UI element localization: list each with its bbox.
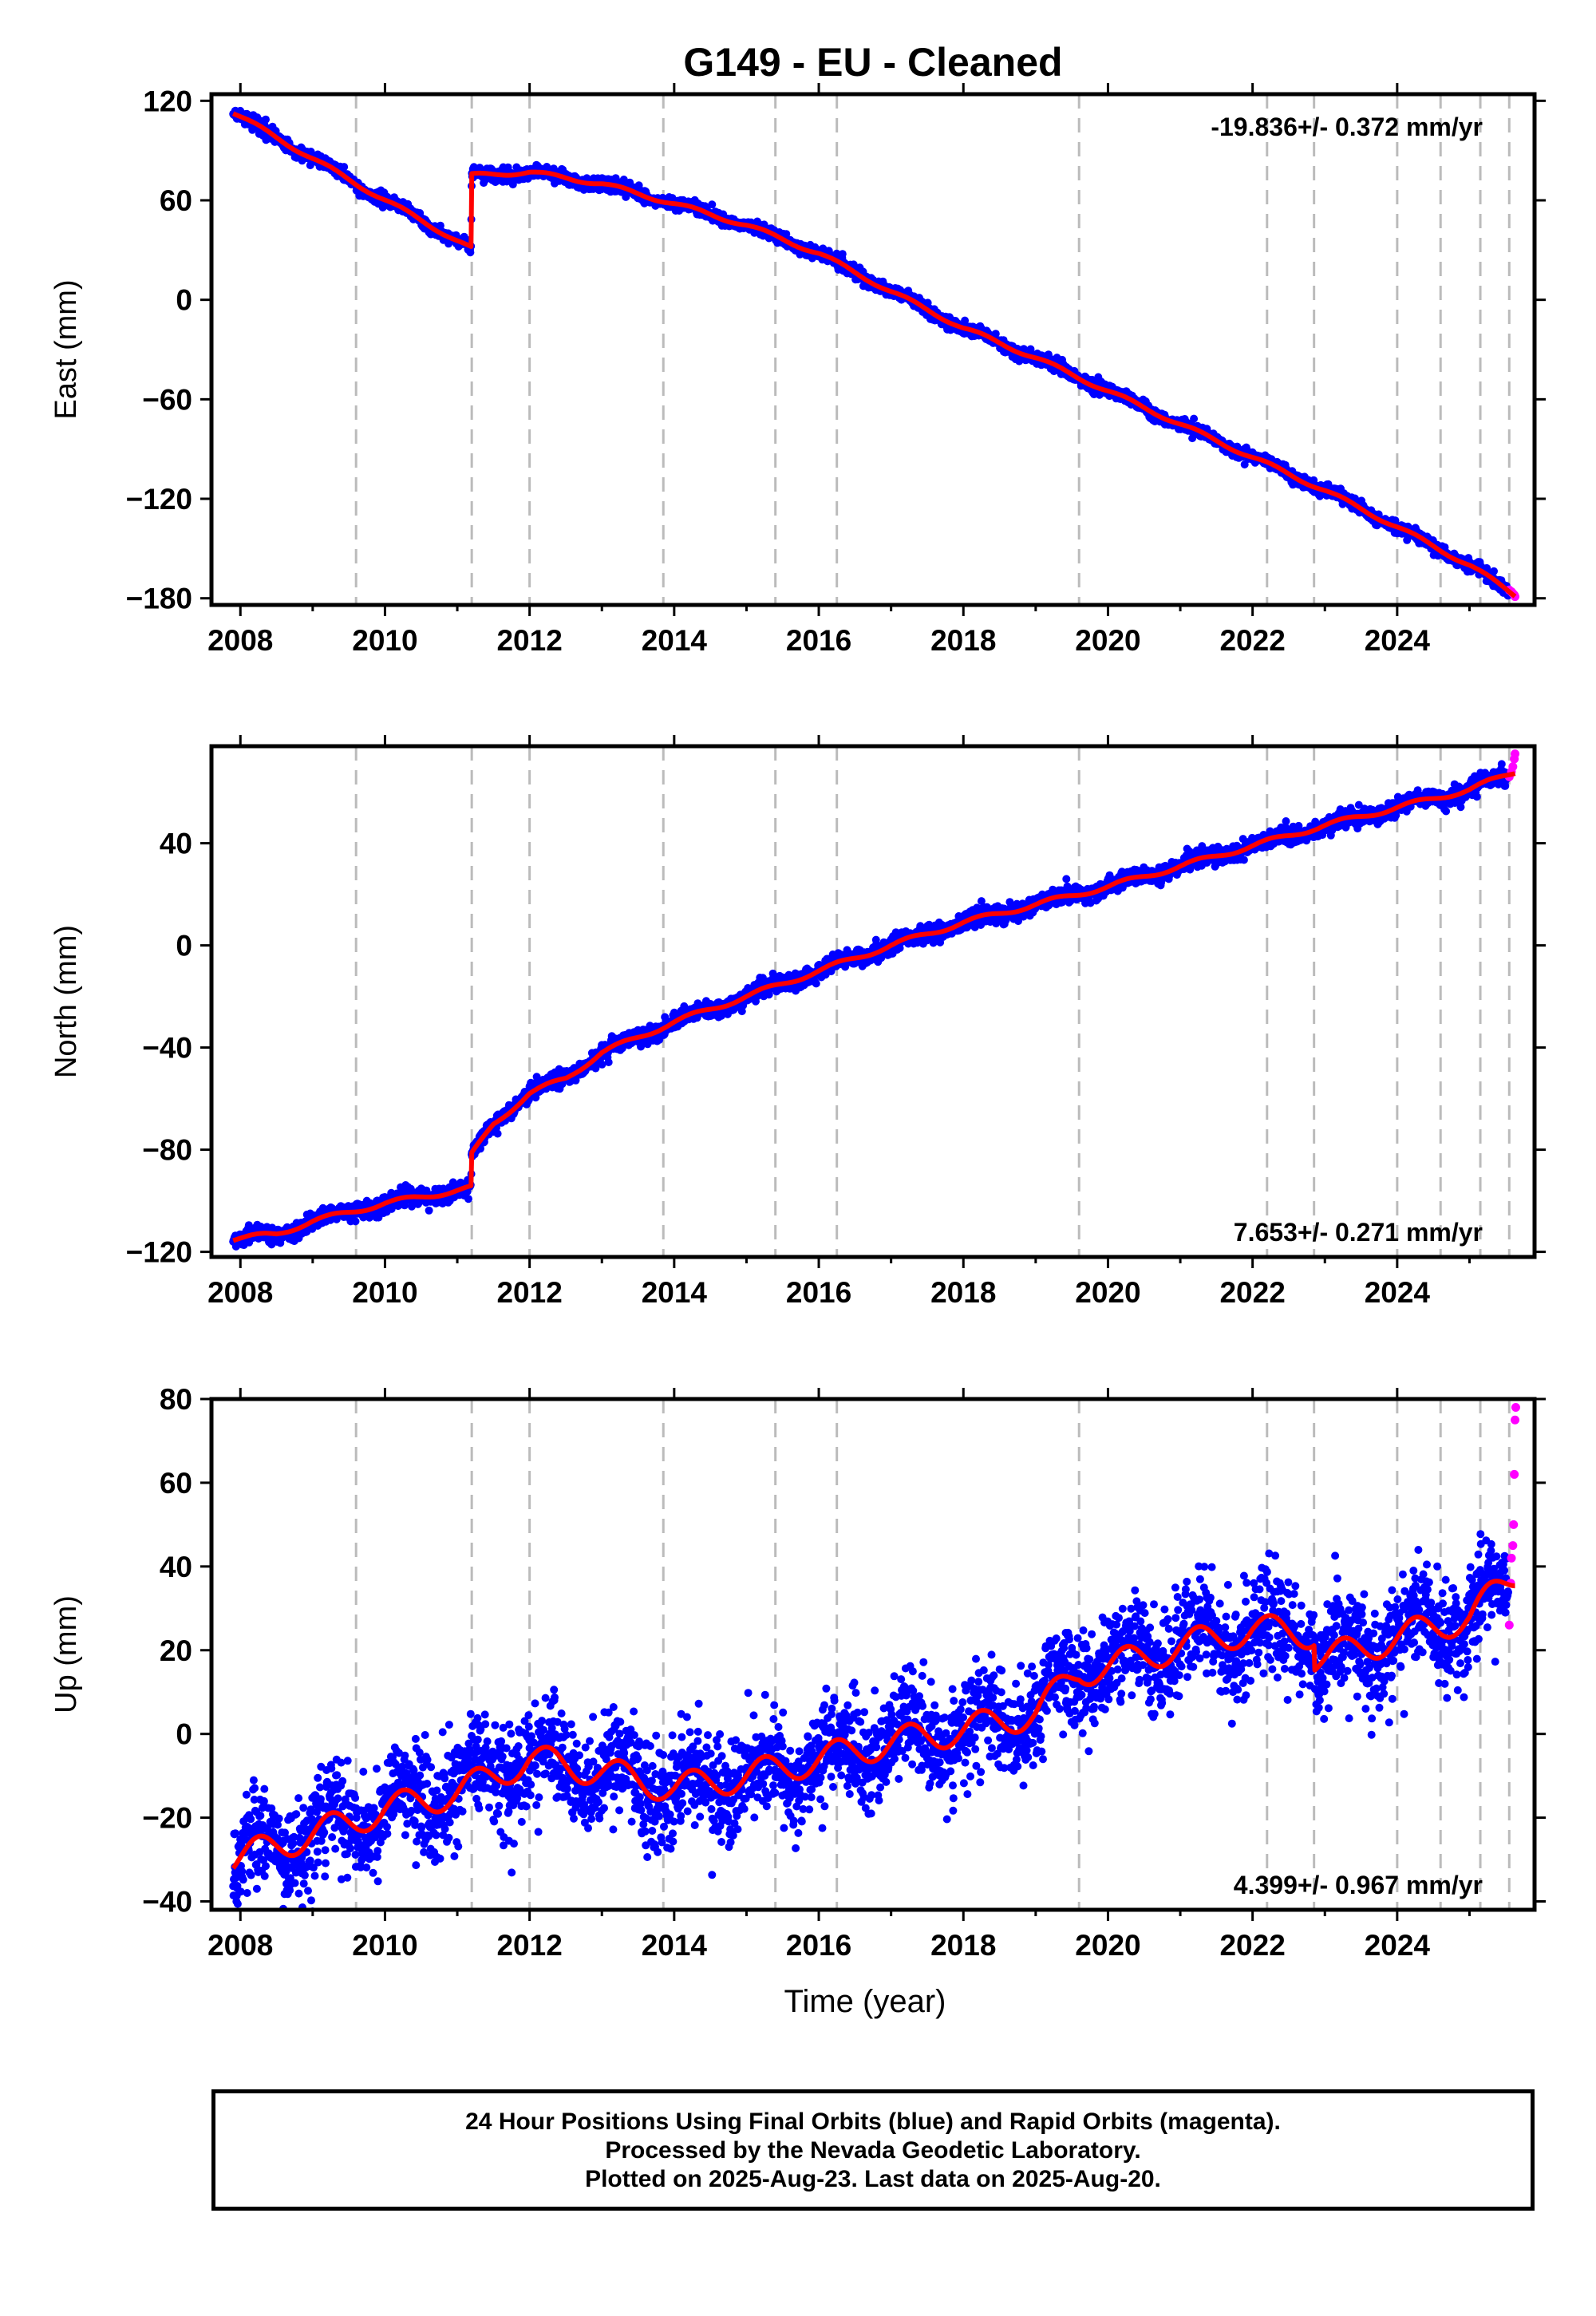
x-tick-label: 2020 xyxy=(1075,624,1140,657)
final-orbit-point xyxy=(340,163,349,172)
final-orbit-point xyxy=(604,1058,613,1066)
y-tick-label: −180 xyxy=(126,583,192,615)
chart-title: G149 - EU - Cleaned xyxy=(683,40,1062,85)
final-orbit-point xyxy=(1490,567,1498,575)
final-orbit-point xyxy=(708,200,717,209)
x-tick-label: 2010 xyxy=(352,624,417,657)
y-tick-label: −60 xyxy=(142,383,192,416)
panel-east: 120 60 0 −60 −120 −180 2008 2010 2012 2014 2016 201… xyxy=(49,83,1546,657)
final-orbit-point xyxy=(262,115,270,124)
final-orbit-point xyxy=(466,248,475,257)
x-tick-label: 2022 xyxy=(1219,624,1285,657)
east-final-points xyxy=(229,106,1520,602)
final-orbit-point xyxy=(351,1217,360,1226)
final-orbit-point xyxy=(1190,414,1199,423)
plot-frame xyxy=(209,92,1537,607)
east-rate-label: -19.836+/- 0.372 mm/yr xyxy=(1211,113,1483,141)
y-tick-label: 60 xyxy=(160,184,192,217)
final-orbit-point xyxy=(464,1195,472,1203)
y-tick-label: 120 xyxy=(143,85,192,117)
x-tick-label: 2024 xyxy=(1365,624,1431,657)
x-tick-label: 2018 xyxy=(930,624,996,657)
y-tick-label: 0 xyxy=(176,284,192,317)
final-orbit-point xyxy=(838,250,847,259)
x-tick-label: 2008 xyxy=(207,624,273,657)
final-orbit-point xyxy=(493,1129,502,1138)
final-orbit-point xyxy=(782,230,791,239)
x-tick-label: 2012 xyxy=(496,624,562,657)
final-orbit-point xyxy=(619,176,628,184)
east-axis-label: East (mm) xyxy=(49,279,83,419)
y-tick-label: −120 xyxy=(126,483,192,516)
final-orbit-point xyxy=(425,1206,433,1215)
x-tick-label: 2016 xyxy=(786,624,851,657)
x-tick-label: 2014 xyxy=(642,624,708,657)
east-model-curve xyxy=(231,111,1517,599)
